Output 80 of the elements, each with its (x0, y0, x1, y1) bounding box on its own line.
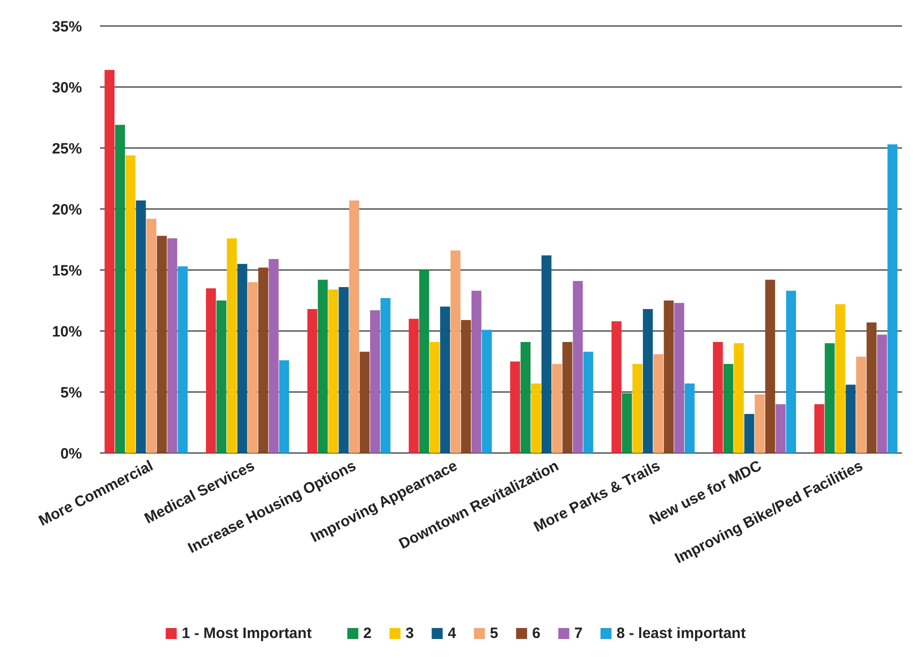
bar (482, 330, 492, 453)
bar (786, 290, 796, 453)
bar (216, 300, 226, 453)
bar (279, 360, 290, 453)
bar (642, 309, 653, 453)
bar (360, 352, 370, 453)
bar (562, 342, 572, 453)
bar (814, 404, 824, 453)
y-tick-label: 20% (52, 201, 82, 218)
legend-label: 4 (448, 625, 457, 642)
legend-label: 6 (532, 625, 540, 642)
bar (856, 356, 866, 453)
bar (712, 342, 723, 453)
bar (765, 280, 776, 453)
bar (430, 342, 440, 453)
bar (115, 124, 125, 453)
bar (349, 200, 360, 453)
bar (622, 393, 632, 453)
bar (552, 364, 562, 453)
bar (510, 362, 520, 453)
bar (461, 320, 471, 453)
legend-label: 1 - Most Important (182, 625, 312, 642)
bar (653, 354, 664, 453)
bar (520, 342, 531, 453)
bar (338, 287, 349, 453)
legend-label: 3 (406, 625, 414, 642)
bar (450, 250, 460, 453)
bar (268, 259, 279, 453)
bar (237, 264, 248, 453)
legend-label: 7 (574, 625, 583, 642)
legend-label: 2 (363, 625, 372, 642)
bar (226, 238, 237, 453)
bar (887, 144, 898, 453)
bar (248, 282, 258, 453)
bar (471, 290, 482, 453)
bar (776, 404, 786, 453)
bar (583, 352, 594, 453)
bar (572, 280, 583, 453)
bar (178, 266, 188, 453)
bar (612, 321, 622, 453)
bar (632, 364, 642, 453)
bar (125, 155, 136, 453)
bar (258, 268, 268, 453)
bar (318, 280, 328, 453)
bar (408, 318, 419, 453)
y-tick-label: 35% (52, 18, 82, 36)
y-tick-label: 25% (52, 140, 82, 158)
bar (307, 309, 318, 453)
bar (167, 238, 178, 453)
bar (734, 343, 744, 453)
bar (877, 334, 887, 453)
bar (104, 70, 115, 453)
bar (146, 218, 156, 453)
bar (866, 322, 877, 453)
y-tick-label: 30% (52, 79, 82, 96)
y-tick-label: 10% (52, 323, 82, 340)
bar (206, 288, 216, 453)
legend-label: 5 (490, 625, 498, 642)
y-tick-label: 15% (52, 262, 82, 280)
bar (328, 290, 338, 453)
legend-label: 8 - least important (616, 625, 746, 642)
bar (542, 255, 552, 453)
bar (136, 200, 146, 453)
y-tick-label: 0% (60, 445, 82, 462)
bar (824, 343, 835, 453)
bar (156, 236, 167, 453)
bar (674, 302, 684, 453)
bar (380, 298, 390, 453)
bar (531, 383, 541, 453)
bar (440, 306, 450, 453)
bar (846, 384, 856, 453)
y-tick-label: 5% (60, 384, 82, 402)
bar (419, 270, 430, 453)
bar (684, 383, 695, 453)
bar (754, 394, 765, 453)
bar (835, 304, 846, 453)
bar (744, 414, 754, 453)
bar (664, 300, 674, 453)
bar (723, 364, 734, 453)
bar (370, 310, 380, 453)
